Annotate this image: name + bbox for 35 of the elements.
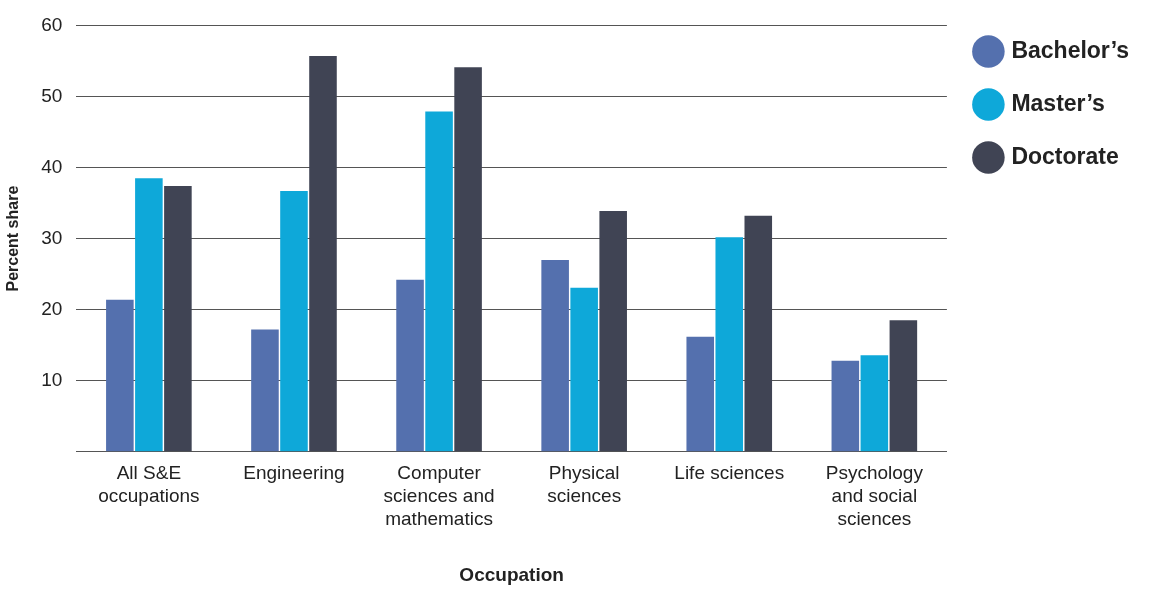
legend-label: Master’s [1011, 89, 1105, 116]
bar [396, 279, 424, 452]
bar [541, 259, 569, 452]
x-tick-label: Life sciences [674, 462, 785, 484]
bar [251, 329, 279, 452]
bar [106, 299, 134, 452]
bar [860, 355, 889, 452]
y-axis-title: Percent share [4, 185, 22, 292]
bar [454, 67, 482, 452]
bar [425, 111, 453, 452]
y-tick-label: 50 [41, 84, 63, 106]
legend-label: Bachelor’s [1011, 36, 1129, 63]
x-tick-label: Engineering [243, 462, 345, 484]
bar [280, 190, 308, 452]
y-tick-label: 30 [41, 226, 63, 248]
bar [135, 178, 163, 452]
x-axis-title: Occupation [459, 563, 564, 585]
legend-label: Doctorate [1011, 142, 1119, 169]
bar [164, 186, 192, 452]
x-tick-label: Psychology and social sciences [825, 462, 924, 530]
bar [744, 215, 773, 452]
y-tick-label: 10 [41, 368, 63, 390]
y-tick-label: 20 [41, 297, 63, 319]
bar [889, 320, 918, 452]
bar [309, 55, 337, 452]
bar [831, 360, 860, 452]
bar [599, 210, 627, 452]
x-tick-label: Physical sciences [547, 462, 622, 507]
y-tick-label: 60 [41, 13, 63, 35]
bar [715, 237, 744, 452]
bar [686, 336, 715, 452]
x-tick-label: All S&E occupations [98, 462, 200, 507]
x-tick-label: Computer sciences and mathematics [383, 462, 495, 530]
y-tick-label: 40 [41, 155, 63, 177]
bar [570, 287, 598, 452]
